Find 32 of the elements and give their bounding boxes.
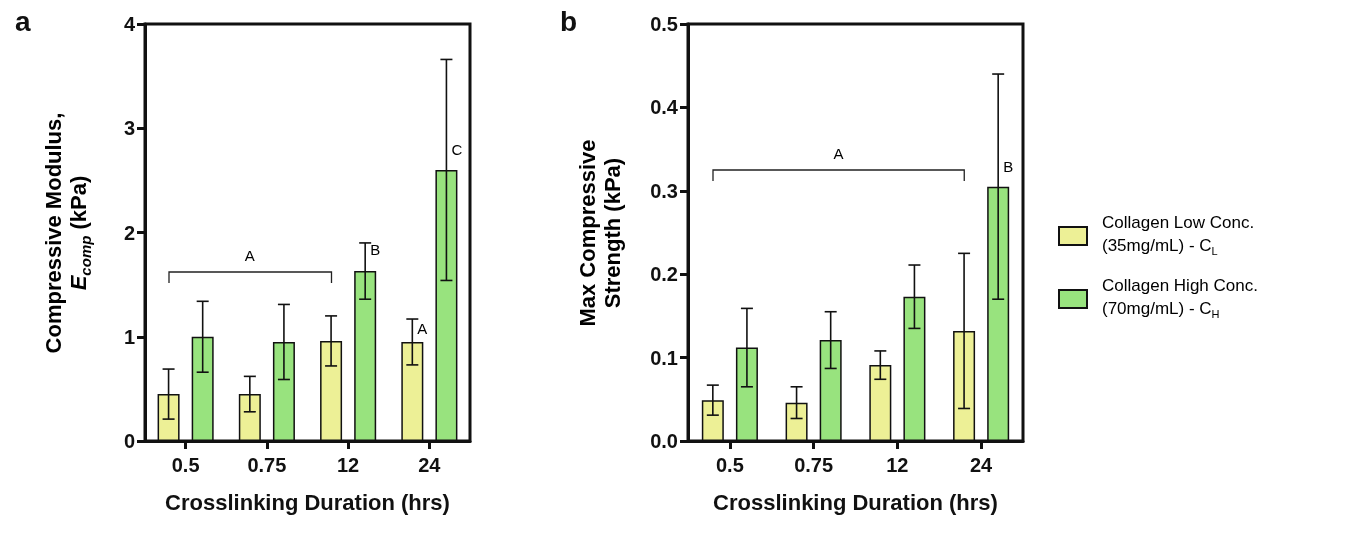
x-tick-label: 0.75 <box>794 454 834 476</box>
y-tick-label: 1 <box>123 325 135 348</box>
annotation: B <box>1003 157 1014 175</box>
chart-title: b <box>560 5 578 37</box>
y-tick-label: 4 <box>123 13 136 35</box>
x-tick-label: 0.5 <box>715 454 744 476</box>
y-tick-label: 3 <box>123 117 135 140</box>
x-tick-label: 24 <box>970 454 994 476</box>
x-tick-label: 0.75 <box>247 454 287 476</box>
annotation: A <box>417 319 428 337</box>
x-axis-title: Crosslinking Duration (hrs) <box>713 489 998 515</box>
annotation: A <box>244 247 255 265</box>
annotation: A <box>833 144 844 162</box>
x-tick-label: 12 <box>886 454 909 476</box>
x-tick-label: 0.5 <box>171 454 200 476</box>
y-axis-title: Max Compressive Strength (kPa) <box>574 137 626 329</box>
annotation: C <box>451 140 463 158</box>
y-tick-label: 0.2 <box>650 263 678 286</box>
x-axis-title: Crosslinking Duration (hrs) <box>165 489 450 515</box>
y-tick-label: 2 <box>123 221 135 244</box>
x-tick-label: 24 <box>418 454 442 476</box>
y-tick-label: 0 <box>123 430 135 452</box>
x-tick-label: 12 <box>337 454 360 476</box>
y-tick-label: 0.3 <box>650 179 678 202</box>
annotation: B <box>370 240 381 258</box>
y-tick-label: 0.5 <box>650 13 678 35</box>
y-tick-label: 0.4 <box>650 96 679 119</box>
y-tick-label: 0.1 <box>650 346 678 369</box>
y-tick-label: 0.0 <box>650 430 678 452</box>
legend-label: Collagen High Conc. (70mg/mL) - C$_{H}$ <box>1102 275 1259 323</box>
chart-title: a <box>15 5 31 37</box>
legend-label: Collagen Low Conc. (35mg/mL) - C$_{L}$ <box>1102 212 1256 260</box>
